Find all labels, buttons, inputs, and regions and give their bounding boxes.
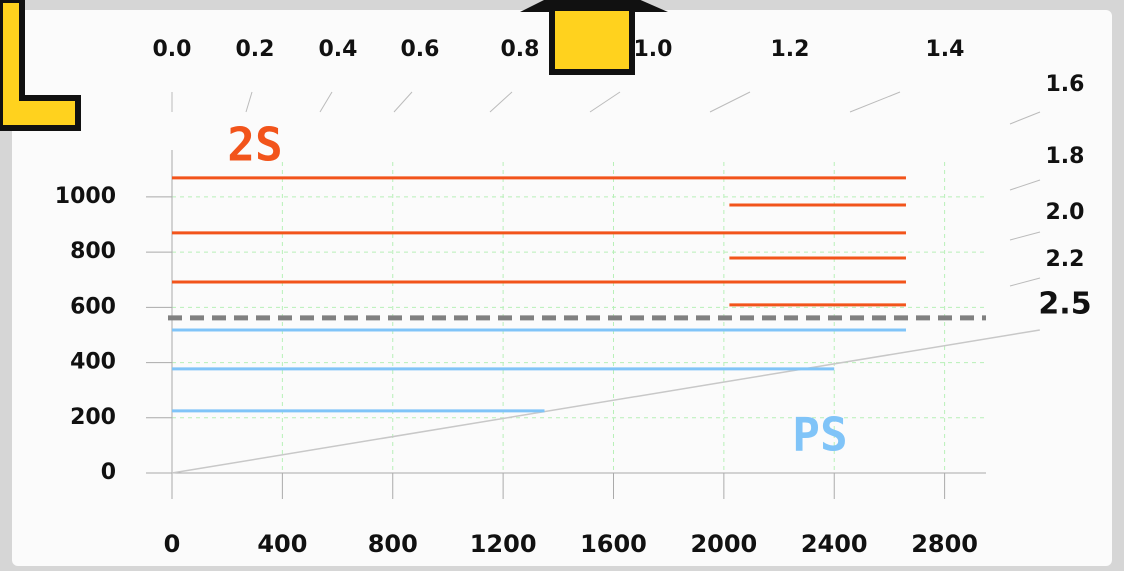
top-tick-label: 1.6 — [1046, 72, 1085, 97]
y-tick-label: 1000 — [55, 184, 116, 209]
top-tick — [589, 91, 621, 113]
x-tick-label: 800 — [368, 530, 418, 558]
panel — [12, 10, 1112, 566]
top-tick-label: 2.2 — [1046, 247, 1085, 272]
reference-line — [171, 329, 1040, 474]
top-tick — [849, 91, 901, 113]
top-tick — [709, 91, 751, 113]
top-tick-label: 0.2 — [236, 37, 275, 62]
decor-l-shape — [0, 0, 81, 131]
plot: 0 400 800 1200 1600 2000 2400 2800 0 200 400 600 800… — [55, 37, 1092, 558]
y-tick-label: 800 — [70, 239, 116, 264]
x-tick-label: 2800 — [911, 530, 978, 558]
top-tick — [1009, 277, 1041, 287]
y-tick-label: 600 — [70, 294, 116, 319]
top-tick-label: 0.8 — [501, 37, 540, 62]
top-tick — [489, 91, 513, 113]
top-tick-label: 1.4 — [926, 37, 965, 62]
x-tick-label: 2000 — [690, 530, 757, 558]
x-tick-label: 1600 — [580, 530, 647, 558]
x-tick-label: 2400 — [801, 530, 868, 558]
top-tick — [245, 91, 253, 113]
top-tick-label: 1.8 — [1046, 144, 1085, 169]
top-tick — [1009, 111, 1041, 125]
top-tick-label: 0.0 — [153, 37, 192, 62]
top-tick — [1009, 231, 1041, 241]
top-tick-label: 1.0 — [634, 37, 673, 62]
x-tick-label: 0 — [164, 530, 181, 558]
series-label: PS — [792, 408, 847, 462]
series-label: 2S — [227, 118, 282, 172]
top-tick — [1009, 179, 1041, 191]
x-tick-label: 400 — [257, 530, 307, 558]
y-tick-label: 200 — [70, 405, 116, 430]
top-tick-label: 0.4 — [319, 37, 358, 62]
decor-square — [549, 5, 635, 75]
top-tick — [319, 91, 333, 113]
y-tick-label: 0 — [101, 460, 116, 485]
top-tick — [393, 91, 413, 113]
top-tick-label: 2.5 — [1038, 287, 1091, 322]
x-tick-label: 1200 — [470, 530, 537, 558]
top-tick-label: 0.6 — [401, 37, 440, 62]
y-tick-label: 400 — [70, 350, 116, 375]
top-tick-label: 1.2 — [771, 37, 810, 62]
top-tick-label: 2.0 — [1046, 200, 1085, 225]
